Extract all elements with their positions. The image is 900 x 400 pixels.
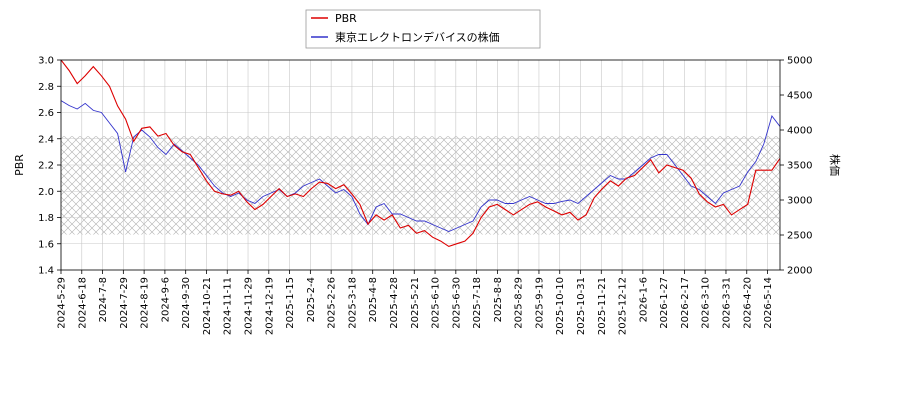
x-tick-label: 2025-4-28 [389, 277, 400, 329]
legend-label-stock-price: 東京エレクトロンデバイスの株価 [335, 30, 500, 44]
left-tick-label: 3.0 [38, 56, 54, 67]
hatched-range-band [61, 136, 780, 235]
x-tick-label: 2024-9-6 [160, 277, 171, 322]
x-tick-label: 2024-10-21 [202, 277, 213, 335]
x-tick-label: 2025-10-31 [576, 277, 587, 335]
right-tick-label: 4500 [787, 91, 812, 102]
right-axis-label: 株価 [828, 154, 842, 176]
x-tick-label: 2025-8-29 [514, 277, 525, 329]
left-axis-ticks: 1.4 1.6 1.8 2.0 2.2 2.4 2.6 2.8 3.0 [38, 56, 61, 277]
x-tick-label: 2025-11-21 [597, 277, 608, 335]
x-tick-label: 2024-11-29 [244, 277, 255, 335]
x-tick-label: 2025-6-30 [451, 277, 462, 329]
right-tick-label: 5000 [787, 56, 812, 67]
x-tick-label: 2025-12-12 [618, 277, 629, 335]
right-tick-label: 3500 [787, 161, 812, 172]
x-tick-label: 2026-5-14 [763, 277, 774, 329]
x-tick-label: 2024-5-29 [57, 277, 68, 329]
x-tick-label: 2024-9-30 [181, 277, 192, 329]
legend-box [305, 9, 541, 49]
x-tick-label: 2025-10-10 [555, 277, 566, 335]
right-tick-label: 4000 [787, 126, 812, 137]
left-tick-label: 1.4 [38, 266, 54, 277]
left-tick-label: 2.4 [38, 134, 54, 145]
right-tick-label: 2500 [787, 231, 812, 242]
x-tick-label: 2024-7-29 [119, 277, 130, 329]
left-tick-label: 2.2 [38, 161, 54, 172]
legend-label-pbr: PBR [335, 12, 357, 25]
x-tick-label: 2025-9-19 [534, 277, 545, 329]
x-tick-label: 2025-7-18 [472, 277, 483, 329]
x-tick-label: 2024-8-19 [140, 277, 151, 329]
left-tick-label: 1.8 [38, 213, 54, 224]
x-tick-label: 2024-6-18 [77, 277, 88, 329]
x-tick-label: 2024-7-8 [98, 277, 109, 322]
x-tick-label: 2024-12-19 [264, 277, 275, 335]
series-line-pbr [61, 60, 780, 248]
x-tick-label: 2025-8-8 [493, 277, 504, 322]
x-tick-label: 2025-4-8 [368, 277, 379, 322]
x-tick-label: 2025-5-21 [410, 277, 421, 329]
x-tick-label: 2025-1-15 [285, 277, 296, 329]
right-tick-label: 2000 [787, 266, 812, 277]
left-axis-label: PBR [13, 154, 26, 176]
x-axis-ticks: 2024-5-29 2024-6-18 2024-7-8 2024-7-29 2024-… [57, 270, 774, 335]
x-tick-label: 2025-3-18 [347, 277, 358, 329]
x-tick-label: 2026-3-10 [701, 277, 712, 329]
x-tick-label: 2025-6-10 [431, 277, 442, 329]
left-tick-label: 2.6 [38, 108, 54, 119]
right-tick-label: 3000 [787, 196, 812, 207]
grid-lines [60, 59, 780, 271]
right-axis-ticks: 2000 2500 3000 3500 4000 4500 5000 [780, 56, 812, 277]
x-tick-label: 2026-4-20 [742, 277, 753, 329]
x-tick-label: 2026-1-27 [659, 277, 670, 329]
x-tick-label: 2026-1-6 [638, 277, 649, 322]
x-tick-label: 2025-2-4 [306, 277, 317, 322]
series-line-stock-price [61, 100, 780, 232]
x-tick-label: 2026-3-31 [721, 277, 732, 329]
left-tick-label: 1.6 [38, 239, 54, 250]
legend: PBR 東京エレクトロンデバイスの株価 [305, 9, 541, 49]
x-tick-label: 2025-2-26 [327, 277, 338, 329]
x-tick-label: 2024-11-11 [223, 277, 234, 335]
left-tick-label: 2.8 [38, 82, 54, 93]
left-tick-label: 2.0 [38, 187, 54, 198]
x-tick-label: 2026-2-17 [680, 277, 691, 329]
